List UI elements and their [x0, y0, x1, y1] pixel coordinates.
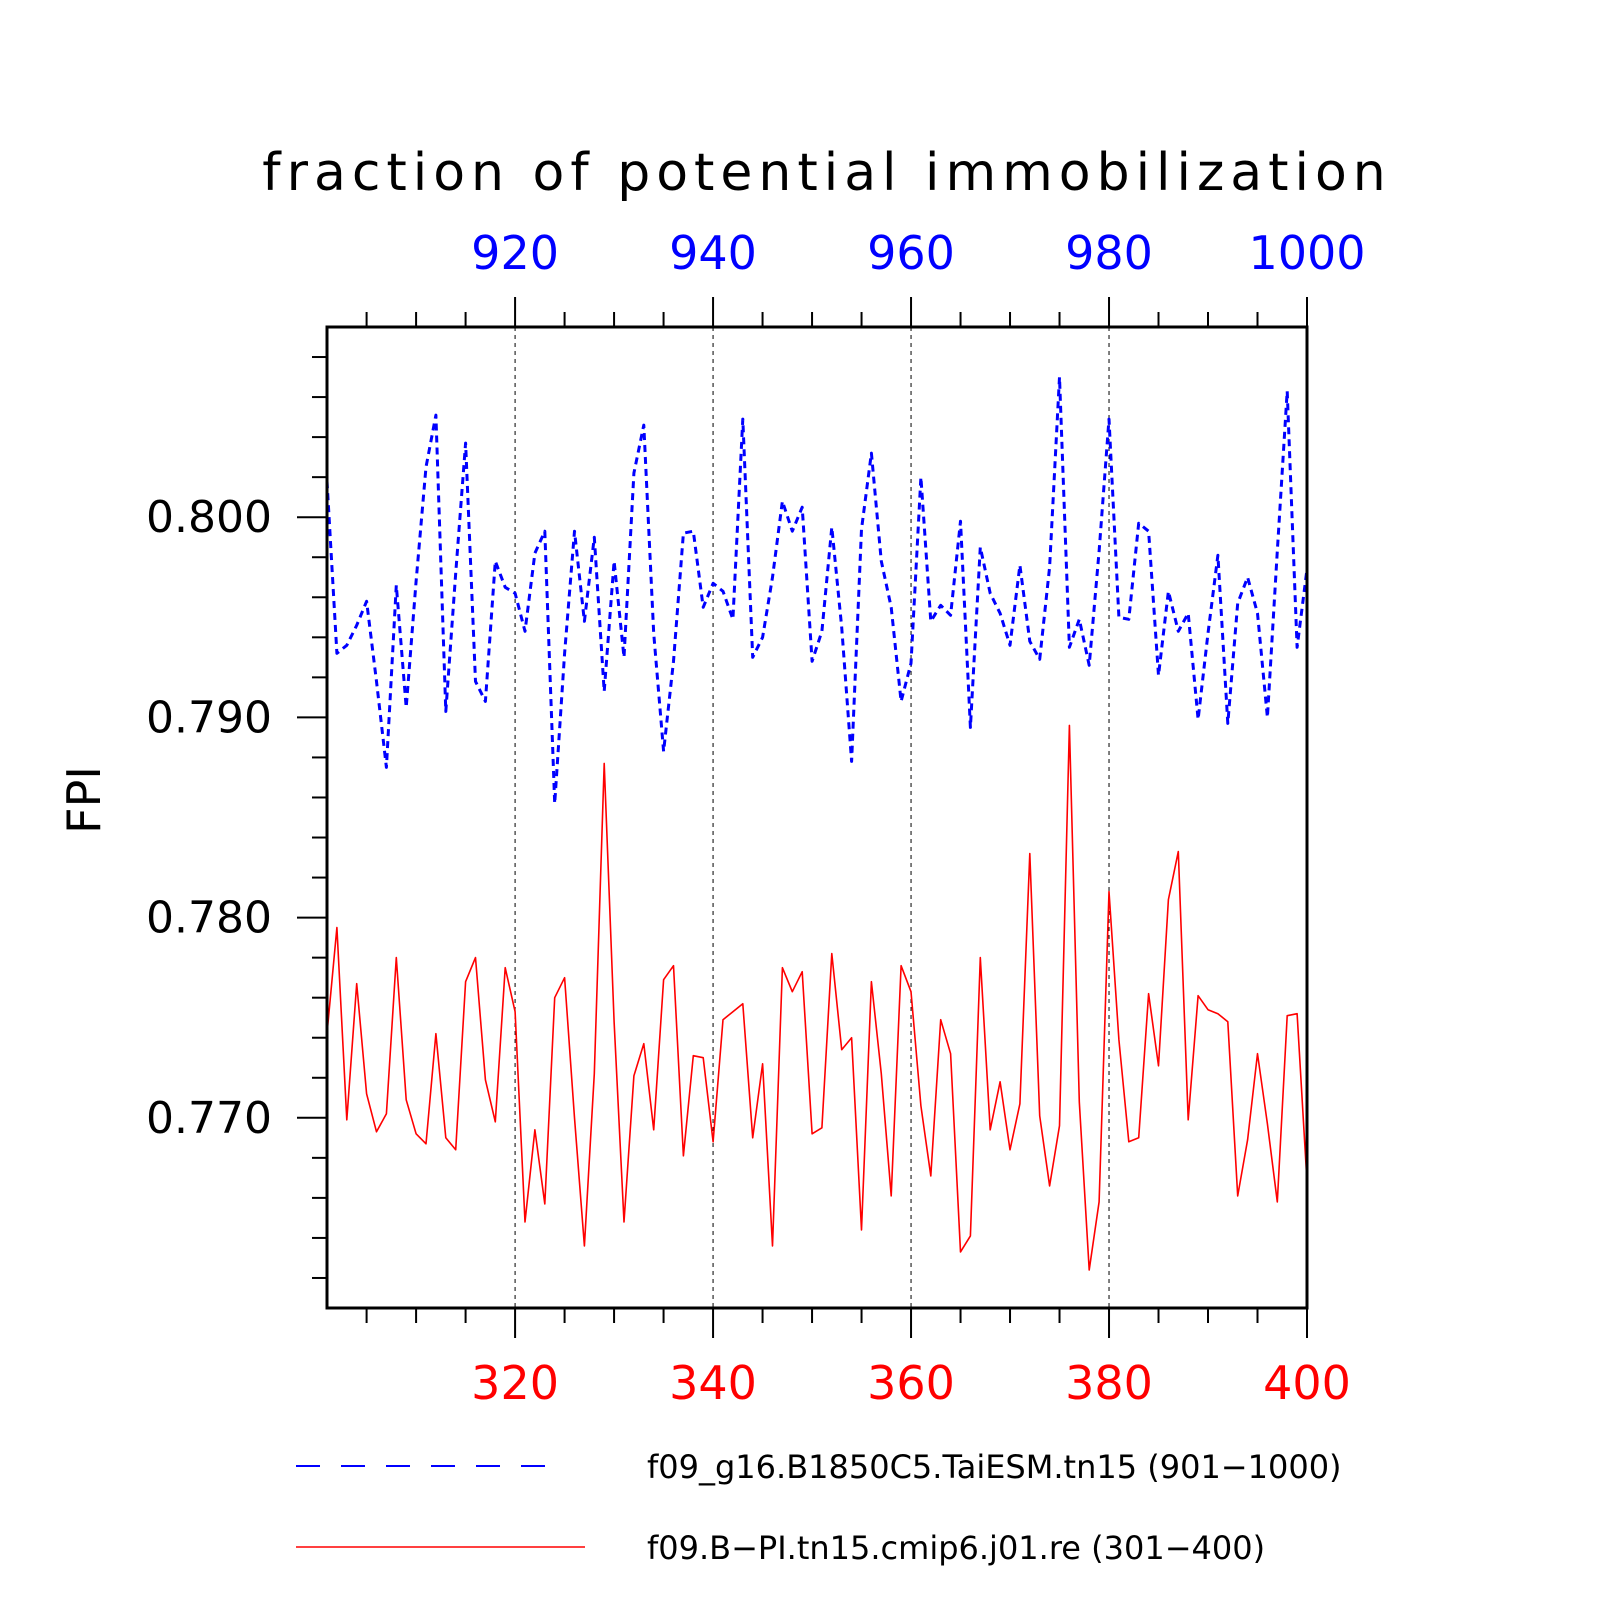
- chart-title: fraction of potential immobilization: [262, 143, 1391, 203]
- gridlines: [514, 327, 1110, 1308]
- y-axis-label: FPI: [57, 766, 111, 834]
- top-tick-label: 940: [669, 226, 757, 280]
- legend-label-1: f09.B−PI.tn15.cmip6.j01.re (301−400): [647, 1529, 1265, 1567]
- bottom-tick-label: 360: [867, 1356, 955, 1410]
- bottom-tick-label: 380: [1065, 1356, 1153, 1410]
- legend-label-0: f09_g16.B1850C5.TaiESM.tn15 (901−1000): [647, 1448, 1342, 1486]
- plot-frame: [325, 325, 1309, 1310]
- bottom-tick-label: 400: [1263, 1356, 1351, 1410]
- top-tick-label: 1000: [1248, 226, 1365, 280]
- top-tick-label: 960: [867, 226, 955, 280]
- series-line-1: [326, 724, 1308, 1271]
- legend: f09_g16.B1850C5.TaiESM.tn15 (901−1000) f0…: [296, 1448, 1342, 1567]
- series-line-0: [325, 375, 1309, 805]
- top-tick-label: 980: [1065, 226, 1153, 280]
- y-tick-label: 0.770: [146, 1093, 272, 1144]
- series-layer: [325, 375, 1309, 1271]
- top-tick-label: 920: [471, 226, 559, 280]
- axes: 0.770 0.780 0.790 0.800 320 340 360 380 400 920 94…: [146, 226, 1366, 1410]
- y-tick-label: 0.780: [146, 893, 272, 944]
- y-tick-label: 0.800: [146, 492, 272, 543]
- bottom-tick-label: 340: [669, 1356, 757, 1410]
- bottom-tick-label: 320: [471, 1356, 559, 1410]
- y-tick-label: 0.790: [146, 692, 272, 743]
